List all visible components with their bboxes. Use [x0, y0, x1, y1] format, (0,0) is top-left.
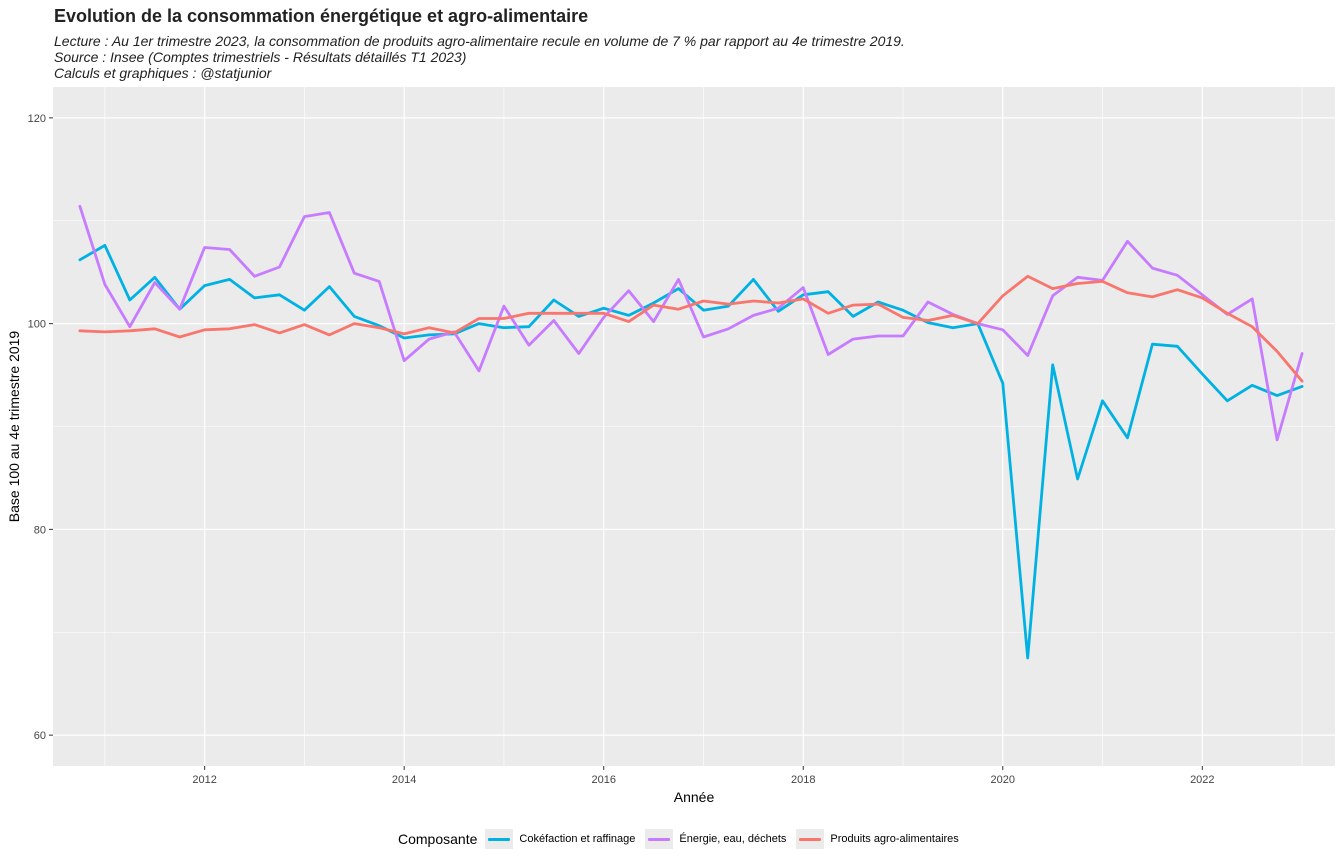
- legend: Composante Cokéfaction et raffinage Éner…: [398, 829, 969, 849]
- y-axis-tick-labels: 60 80 100 120: [28, 113, 46, 742]
- series-line-energie-eau-dechets: [78, 204, 1304, 442]
- x-tick-label: 2022: [1190, 774, 1214, 786]
- series-line-cokefaction-raffinage: [78, 243, 1304, 660]
- x-tick-label: 2014: [392, 774, 416, 786]
- x-tick-label: 2012: [192, 774, 216, 786]
- legend-label-cokefaction: Cokéfaction et raffinage: [519, 833, 636, 845]
- minor-gridlines: [53, 87, 1335, 766]
- legend-item-agro: Produits agro-alimentaires: [796, 829, 959, 849]
- legend-swatch-energie: [648, 838, 671, 841]
- y-axis-title: Base 100 au 4e trimestre 2019: [6, 331, 22, 523]
- chart-title: Evolution de la consommation énergétique…: [54, 6, 589, 26]
- major-gridlines: [53, 87, 1335, 766]
- x-axis-title: Année: [674, 789, 715, 805]
- x-axis-tick-labels: 2012 2014 2016 2018 2020 2022: [192, 774, 1214, 786]
- axis-ticks: [49, 117, 1203, 770]
- legend-key-cokefaction: [485, 829, 514, 849]
- series-lines: [78, 204, 1304, 660]
- chart-subtitle-reading: Lecture : Au 1er trimestre 2023, la cons…: [54, 33, 905, 49]
- legend-title: Composante: [398, 831, 478, 847]
- legend-label-agro: Produits agro-alimentaires: [830, 833, 959, 845]
- series-line-produits-agro-alimentaires: [78, 274, 1304, 383]
- x-tick-label: 2018: [791, 774, 815, 786]
- legend-swatch-agro: [799, 838, 822, 841]
- legend-key-energie: [645, 829, 674, 849]
- legend-item-energie: Énergie, eau, déchets: [645, 829, 786, 849]
- y-tick-label: 120: [28, 113, 46, 125]
- y-tick-label: 60: [34, 730, 46, 742]
- chart-subtitle-source: Source : Insee (Comptes trimestriels - R…: [54, 49, 467, 65]
- x-tick-label: 2016: [591, 774, 615, 786]
- x-tick-label: 2020: [991, 774, 1015, 786]
- legend-label-energie: Énergie, eau, déchets: [679, 833, 787, 845]
- legend-swatch-cokefaction: [488, 838, 511, 841]
- chart-subtitle-credits: Calculs et graphiques : @statjunior: [54, 65, 272, 81]
- y-tick-label: 100: [28, 319, 46, 331]
- legend-item-cokefaction: Cokéfaction et raffinage: [485, 829, 635, 849]
- legend-key-agro: [796, 829, 825, 849]
- y-tick-label: 80: [34, 524, 46, 536]
